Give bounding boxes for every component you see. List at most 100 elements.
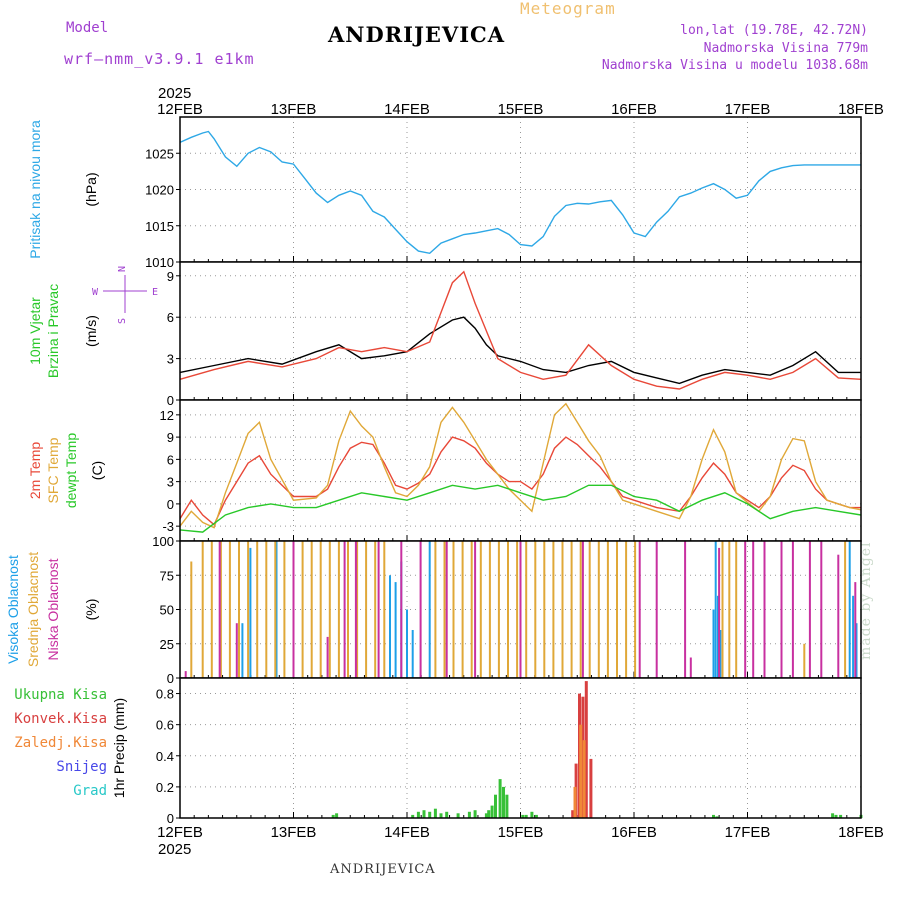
bar-precipitation-0 [521,814,525,818]
x-tick-label-bottom: 17FEB [725,824,771,841]
series-line-wind-1 [179,270,862,390]
bar-clouds-0 [712,609,715,678]
y-axis-unit: 1hr Precip (mm) [111,698,127,798]
bar-clouds-1 [552,541,555,678]
bar-clouds-2 [780,541,783,678]
y-tick-label: 1020 [145,183,174,198]
x-tick-label-bottom: 16FEB [611,824,657,841]
bar-precipitation-0 [484,813,488,818]
bar-clouds-1 [616,541,618,678]
bar-clouds-2 [854,582,857,678]
bar-precipitation-0 [834,814,838,818]
bar-clouds-0 [249,547,252,678]
bar-clouds-1 [844,541,847,678]
y-axis-label: Visoka Oblacnost [5,555,21,664]
bar-precipitation-0 [534,814,538,818]
x-tick-label-bottom: 12FEB [157,824,203,841]
bar-clouds-1 [283,541,286,678]
bar-clouds-0 [848,541,851,678]
bar-clouds-1 [570,541,573,678]
bar-clouds-1 [434,541,437,678]
model-elevation-label: Nadmorska Visina u modelu 1038.68m [601,58,868,73]
bar-precipitation-0 [456,813,460,818]
legend-item: Snijeg [56,759,107,775]
bar-clouds-2 [235,623,238,678]
bar-precipitation-1 [584,681,588,818]
y-tick-label: 0 [167,393,174,408]
y-tick-label: 6 [167,452,174,467]
bar-precipitation-0 [335,813,339,818]
y-axis-label: Srednja Oblacnost [25,552,41,667]
bar-clouds-1 [561,541,564,678]
bar-clouds-1 [219,541,222,678]
meteogram-label: Meteogram [520,0,616,18]
y-tick-label: 50 [160,603,174,618]
bar-precipitation-0 [505,794,509,818]
y-axis-label: Niska Oblacnost [45,558,61,660]
bar-precipitation-0 [428,811,432,818]
y-axis-label: Brzina i Pravac [45,284,61,378]
y-tick-label: 3 [167,352,174,367]
bar-clouds-2 [763,541,766,678]
lonlat-label: lon,lat (19.78E, 42.72N) [680,23,868,38]
bar-clouds-1 [721,541,724,678]
bar-precipitation-0 [839,814,843,818]
bar-precipitation-1 [589,758,593,818]
y-tick-label: 0 [167,671,174,686]
bar-precipitation-0 [502,786,505,818]
bar-clouds-2 [581,541,584,678]
bar-clouds-2 [744,541,747,678]
model-label: Model [66,20,109,36]
y-axis-label: dewpt Temp [63,433,79,508]
x-tick-label-top: 13FEB [271,101,317,118]
x-tick-label-top: 18FEB [838,101,884,118]
y-tick-label: 6 [167,310,174,325]
bar-clouds-1 [488,541,491,678]
bar-clouds-0 [855,623,858,678]
bar-precipitation-0 [331,814,335,818]
y-tick-label: 25 [160,637,174,652]
y-tick-label: 1010 [145,255,174,270]
y-tick-label: 0.2 [156,780,174,795]
x-tick-label-bottom: 14FEB [384,824,430,841]
legend-item: Konvek.Kisa [14,711,107,727]
bar-clouds-1 [228,541,231,678]
bar-clouds-1 [265,541,268,678]
y-tick-label: 0.6 [156,718,174,733]
y-tick-label: 3 [167,475,174,490]
x-tick-label-top: 12FEB [157,101,203,118]
x-tick-label-bottom: 13FEB [271,824,317,841]
bar-clouds-1 [597,541,600,678]
bar-clouds-2 [689,657,692,678]
bar-clouds-1 [310,541,313,678]
bar-clouds-1 [337,541,340,678]
bar-clouds-0 [719,630,722,678]
bar-clouds-2 [400,541,403,678]
bar-clouds-2 [326,636,329,678]
bar-precipitation-2 [582,740,586,818]
bar-clouds-2 [474,541,477,678]
bar-precipitation-0 [433,808,437,818]
bar-clouds-1 [735,541,738,678]
bar-clouds-1 [507,541,509,678]
bar-clouds-0 [275,541,278,678]
model-version: wrf–nmm_v3.9.1 e1km [64,50,255,68]
y-tick-label: 9 [167,430,174,445]
bar-clouds-1 [365,541,368,678]
series-line-pressure-0 [179,130,861,255]
bar-clouds-0 [241,623,244,678]
bar-precipitation-0 [831,813,835,818]
compass-north: N [117,266,128,272]
bar-clouds-0 [428,541,431,678]
x-tick-label-top: 16FEB [611,101,657,118]
bar-clouds-1 [461,541,464,678]
bar-clouds-1 [728,541,731,678]
bar-precipitation-0 [473,810,477,818]
bar-clouds-0 [852,595,855,678]
bar-clouds-1 [588,541,591,678]
series-line-wind-0 [179,316,861,385]
bar-clouds-2 [343,541,346,678]
bar-clouds-2 [184,671,187,678]
bar-clouds-1 [606,541,609,678]
compass-east: E [152,287,158,298]
